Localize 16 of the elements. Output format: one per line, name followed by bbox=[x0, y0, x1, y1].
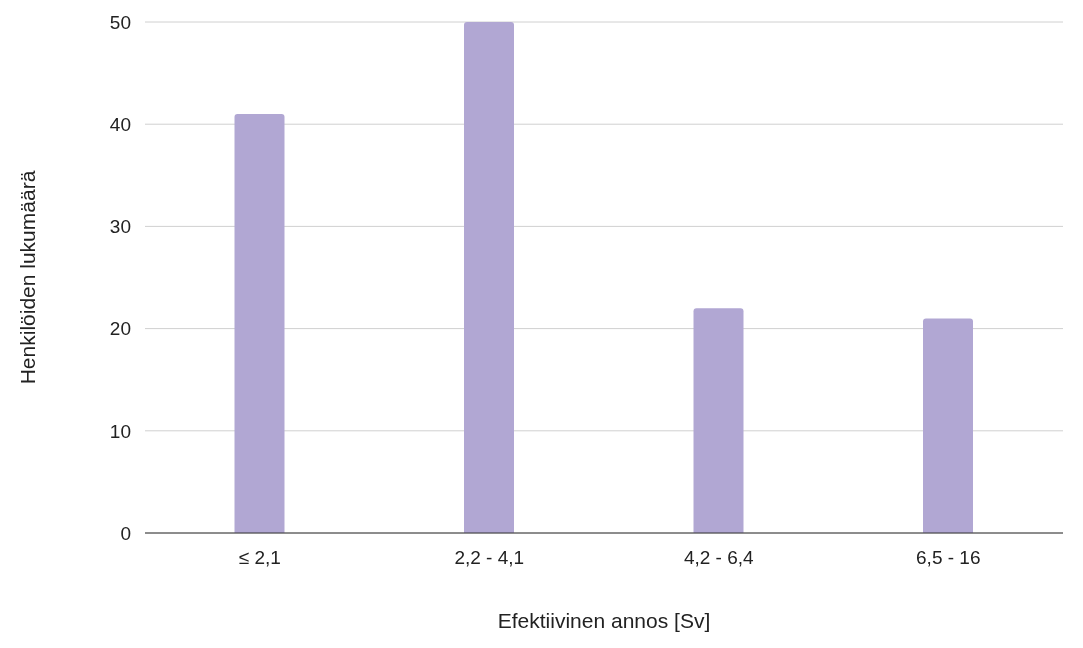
bar bbox=[693, 308, 744, 533]
bar bbox=[234, 113, 285, 533]
x-axis-title: Efektiivinen annos [Sv] bbox=[497, 609, 711, 632]
x-tick-label: ≤ 2,1 bbox=[238, 547, 281, 569]
y-axis-title: Henkilöiden lukumäärä bbox=[16, 170, 40, 385]
y-tick-label: 30 bbox=[109, 216, 131, 238]
y-tick-label: 10 bbox=[109, 420, 131, 442]
bar bbox=[923, 318, 974, 533]
y-tick-label: 40 bbox=[109, 113, 131, 135]
y-tick-label: 50 bbox=[109, 11, 131, 33]
bar bbox=[464, 22, 515, 533]
x-tick-label: 4,2 - 6,4 bbox=[683, 547, 755, 569]
y-tick-label: 0 bbox=[120, 522, 131, 544]
y-tick-label: 20 bbox=[109, 318, 131, 340]
x-tick-label: 6,5 - 16 bbox=[916, 547, 981, 569]
x-tick-label: 2,2 - 4,1 bbox=[454, 547, 525, 569]
